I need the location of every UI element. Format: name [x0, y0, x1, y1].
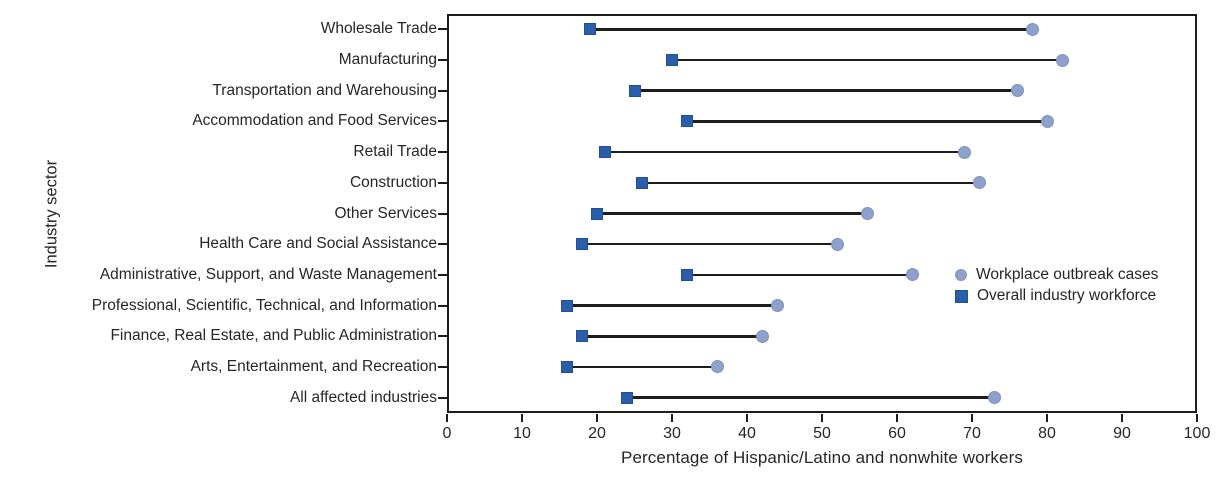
workforce-marker [576, 330, 588, 343]
category-label: Professional, Scientific, Technical, and… [91, 296, 437, 314]
x-axis-tick-label: 20 [588, 425, 606, 442]
category-label: Wholesale Trade [320, 20, 437, 38]
workforce-marker [636, 176, 648, 189]
x-axis-tick-label: 60 [888, 425, 906, 442]
workforce-marker [666, 54, 678, 67]
workforce-marker [591, 207, 603, 220]
y-axis-tick [438, 120, 447, 123]
x-axis-tick [896, 414, 898, 422]
category-label: Administrative, Support, and Waste Manag… [99, 265, 437, 283]
outbreak-marker [1040, 114, 1054, 128]
connector-line [582, 242, 837, 246]
connector-line [642, 181, 980, 185]
workforce-marker [561, 360, 573, 373]
connector-line [687, 273, 912, 277]
x-axis-tick [1196, 414, 1198, 422]
category-label: All affected industries [289, 388, 437, 406]
workforce-marker [583, 23, 596, 36]
category-label: Manufacturing [338, 51, 437, 69]
y-axis-label: Industry sector [42, 159, 61, 269]
workforce-marker [598, 146, 611, 159]
outbreak-marker [710, 360, 724, 374]
outbreak-marker [1055, 53, 1069, 67]
outbreak-marker [988, 391, 1001, 405]
outbreak-marker [905, 268, 919, 282]
connector-line [567, 365, 717, 369]
category-label: Other Services [334, 204, 437, 222]
x-axis-tick [1121, 414, 1123, 422]
y-axis-tick [438, 28, 447, 31]
y-axis-tick [438, 89, 447, 92]
workforce-marker [681, 115, 693, 128]
y-axis-tick [438, 396, 447, 399]
y-axis-tick [438, 335, 447, 338]
y-axis-tick [438, 212, 447, 215]
outbreak-marker [770, 299, 784, 313]
x-axis-tick-label: 10 [513, 425, 531, 442]
y-axis-tick [438, 273, 447, 276]
legend-item-outbreak-cases: Workplace outbreak cases [955, 266, 1158, 284]
x-axis-tick-label: 40 [738, 425, 756, 442]
y-axis-tick [438, 365, 447, 368]
connector-line [567, 304, 777, 307]
category-label: Construction [349, 173, 437, 191]
x-axis-tick [671, 414, 673, 422]
connector-line [597, 212, 867, 215]
x-axis-tick [521, 414, 523, 422]
category-label: Arts, Entertainment, and Recreation [190, 357, 437, 375]
outbreak-marker [1010, 84, 1024, 98]
workforce-marker [561, 299, 573, 312]
outbreak-marker [755, 329, 769, 343]
x-axis-tick-label: 80 [1038, 425, 1056, 442]
circle-marker-icon [955, 269, 967, 281]
category-label: Transportation and Warehousing [212, 81, 437, 99]
y-axis-tick [438, 151, 447, 154]
x-axis-tick-label: 30 [663, 425, 681, 442]
x-axis-tick [821, 414, 823, 422]
outbreak-marker [1025, 22, 1039, 36]
x-axis-tick [971, 414, 973, 422]
y-axis-tick [438, 59, 447, 62]
category-label: Retail Trade [353, 143, 437, 161]
connector-line [672, 58, 1062, 62]
connector-line [604, 150, 965, 154]
legend-item-industry-workforce: Overall industry workforce [955, 287, 1158, 305]
x-axis-tick-label: 100 [1183, 425, 1211, 442]
connector-line [634, 89, 1017, 92]
outbreak-marker [830, 237, 844, 251]
outbreak-marker [860, 207, 874, 220]
connector-line [582, 335, 762, 338]
legend-label-industry-workforce: Overall industry workforce [977, 287, 1157, 304]
outbreak-marker [958, 145, 971, 159]
chart-legend: Workplace outbreak cases Overall industr… [955, 266, 1158, 305]
workforce-marker [576, 238, 588, 251]
category-label: Finance, Real Estate, and Public Adminis… [110, 327, 437, 345]
workforce-marker [681, 268, 693, 281]
category-label: Health Care and Social Assistance [199, 235, 437, 253]
outbreak-marker [973, 176, 986, 190]
x-axis-tick-label: 70 [963, 425, 981, 442]
category-label: Accommodation and Food Services [192, 112, 437, 130]
connector-line [687, 120, 1047, 123]
connector-line [627, 396, 995, 399]
square-marker-icon [955, 289, 968, 303]
legend-label-outbreak-cases: Workplace outbreak cases [976, 266, 1159, 283]
x-axis-tick [596, 414, 598, 422]
x-axis-tick-label: 0 [442, 425, 452, 442]
y-axis-tick [438, 304, 447, 307]
x-axis-tick-label: 50 [813, 425, 831, 442]
y-axis-tick [438, 243, 447, 246]
x-axis-tick [746, 414, 748, 422]
workforce-marker [628, 84, 641, 97]
x-axis-tick [446, 414, 448, 422]
workforce-marker [621, 391, 633, 404]
y-axis-tick [438, 181, 447, 184]
x-axis-tick-label: 90 [1113, 425, 1131, 442]
x-axis-tick [1046, 414, 1048, 422]
connector-line [589, 28, 1032, 31]
plot-area-border [447, 14, 1197, 413]
x-axis-label: Percentage of Hispanic/Latino and nonwhi… [621, 448, 1023, 467]
